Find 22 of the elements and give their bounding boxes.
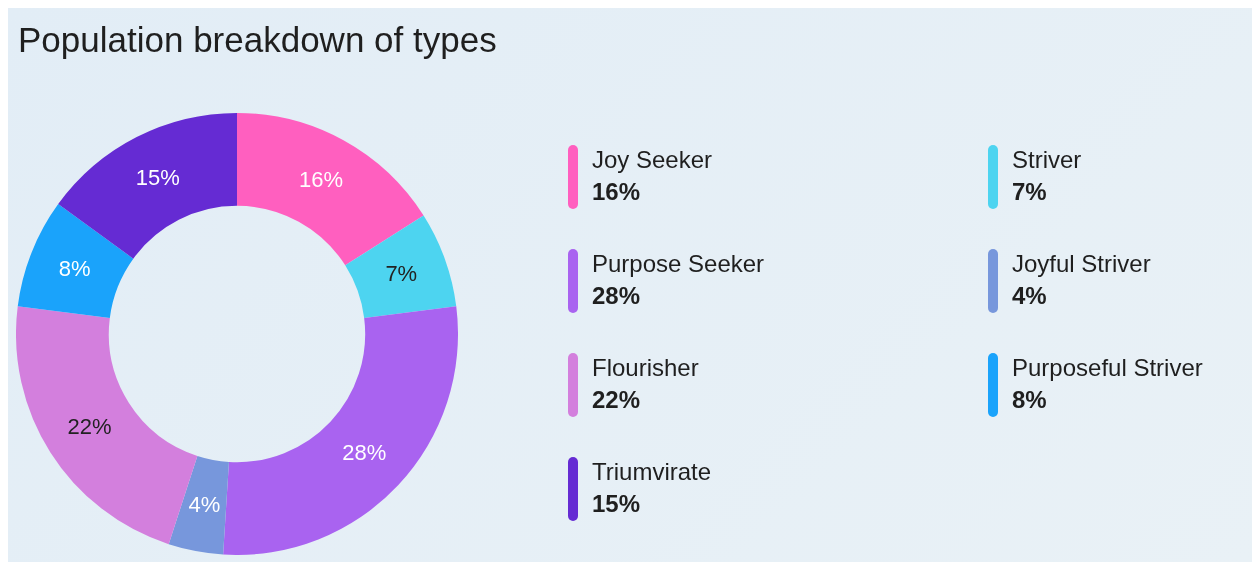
legend-label: Striver [1012,145,1082,175]
data-label: 7% [385,260,418,286]
legend-label: Purpose Seeker [592,249,765,279]
data-label: 15% [135,164,180,190]
data-label: 8% [58,255,91,281]
legend-label: Joyful Striver [1012,249,1151,279]
legend-label: Joy Seeker [592,145,713,175]
text: 16% [592,178,641,205]
text: 15% [592,490,641,517]
chart-title: Population breakdown of types [18,20,497,60]
text: 22% [592,386,641,413]
text: 28% [592,282,641,309]
legend-label: Flourisher [592,353,699,383]
text: 8% [1012,386,1047,413]
legend-label: Triumvirate [592,457,712,487]
data-label: 28% [342,439,387,465]
legend-label: Purposeful Striver [1012,353,1203,383]
data-label: 4% [188,491,221,517]
data-label: 16% [299,167,344,193]
text: 4% [1012,282,1047,309]
text: 7% [1012,178,1047,205]
data-label: 22% [67,413,112,439]
